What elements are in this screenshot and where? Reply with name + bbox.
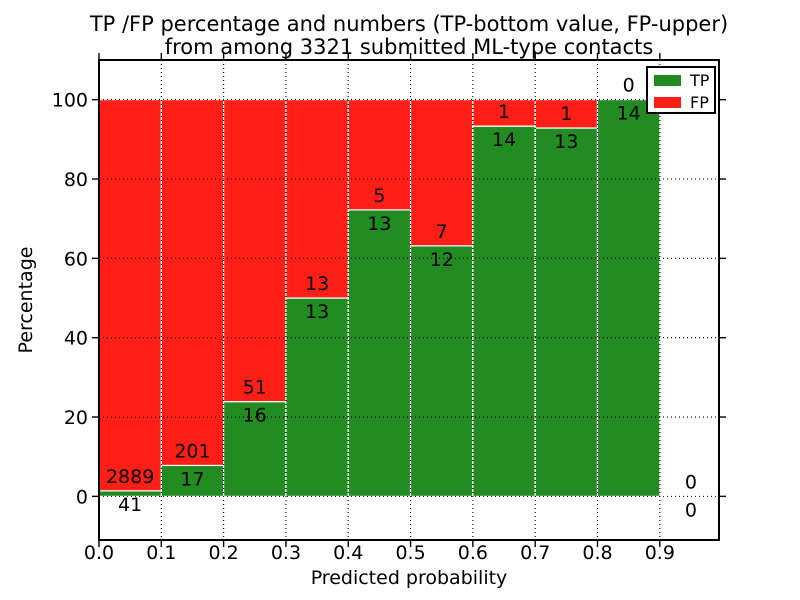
legend-label-tp: TP [689, 71, 710, 90]
fp-count-label: 0 [685, 471, 697, 493]
bar-tp-segment [409, 245, 474, 497]
bar-fp-segment [160, 99, 225, 467]
x-tick-label: 0.6 [458, 542, 488, 564]
y-tick-label: 20 [64, 407, 88, 429]
bar-fp-segment [285, 99, 349, 299]
tp-count-label: 13 [367, 213, 391, 235]
fp-count-label: 13 [305, 273, 329, 295]
x-tick-label: 0.0 [84, 542, 114, 564]
fp-count-label: 7 [436, 221, 448, 243]
x-tick-label: 0.3 [271, 542, 301, 564]
x-tick-label: 0.2 [209, 542, 239, 564]
chart-title-line2: from among 3321 submitted ML-type contac… [165, 35, 654, 59]
x-tick-label: 0.8 [582, 542, 612, 564]
tp-count-label: 12 [430, 249, 454, 271]
bar-tp-segment [596, 99, 661, 497]
legend-swatch-fp [654, 97, 681, 108]
bar-tp-segment [472, 125, 536, 497]
tp-count-label: 14 [617, 103, 641, 125]
x-tick-label: 0.4 [333, 542, 363, 564]
x-tick-label: 0.9 [645, 542, 675, 564]
legend-label-fp: FP [690, 93, 709, 112]
tp-count-label: 14 [492, 129, 516, 151]
y-tick-label: 60 [64, 248, 88, 270]
tp-count-label: 0 [685, 499, 697, 521]
y-tick-label: 0 [76, 486, 88, 508]
bar-fp-segment [472, 99, 536, 127]
y-axis-label: Percentage [15, 247, 37, 354]
fp-count-label: 2889 [106, 466, 154, 488]
bar-fp-segment [534, 99, 599, 129]
tp-count-label: 13 [305, 301, 329, 323]
x-axis-label: Predicted probability [311, 567, 508, 589]
x-tick-label: 0.1 [146, 542, 176, 564]
fp-count-label: 0 [623, 75, 635, 97]
tp-count-label: 17 [180, 468, 204, 490]
tp-count-label: 13 [554, 131, 578, 153]
x-tick-label: 0.5 [395, 542, 425, 564]
tp-count-label: 16 [243, 405, 267, 427]
plot-area: 0.0 0.1 0.2 0.3 0.4 0.5 0.6 0.7 0.8 0.9 0 20 40 60 80 1… [52, 53, 726, 564]
y-tick-label: 80 [64, 169, 88, 191]
axes-frame [98, 59, 720, 541]
fp-count-label: 5 [373, 185, 385, 207]
tp-count-label: 41 [118, 494, 142, 516]
bar-tp-segment [534, 127, 599, 497]
y-tick-label: 40 [64, 328, 88, 350]
x-tick-label: 0.7 [520, 542, 550, 564]
bar-tp-segment [347, 209, 412, 497]
y-tick-label: 100 [52, 90, 88, 112]
fp-count-label: 51 [243, 377, 267, 399]
fp-count-label: 1 [560, 103, 572, 125]
fp-count-label: 1 [498, 101, 510, 123]
legend-swatch-tp [654, 75, 681, 86]
bar-tp-segment [285, 297, 349, 497]
bar-fp-segment [223, 99, 287, 403]
fp-count-label: 201 [174, 440, 210, 462]
chart-title-line1: TP /FP percentage and numbers (TP-bottom… [89, 12, 728, 36]
bar-fp-segment [98, 99, 162, 492]
